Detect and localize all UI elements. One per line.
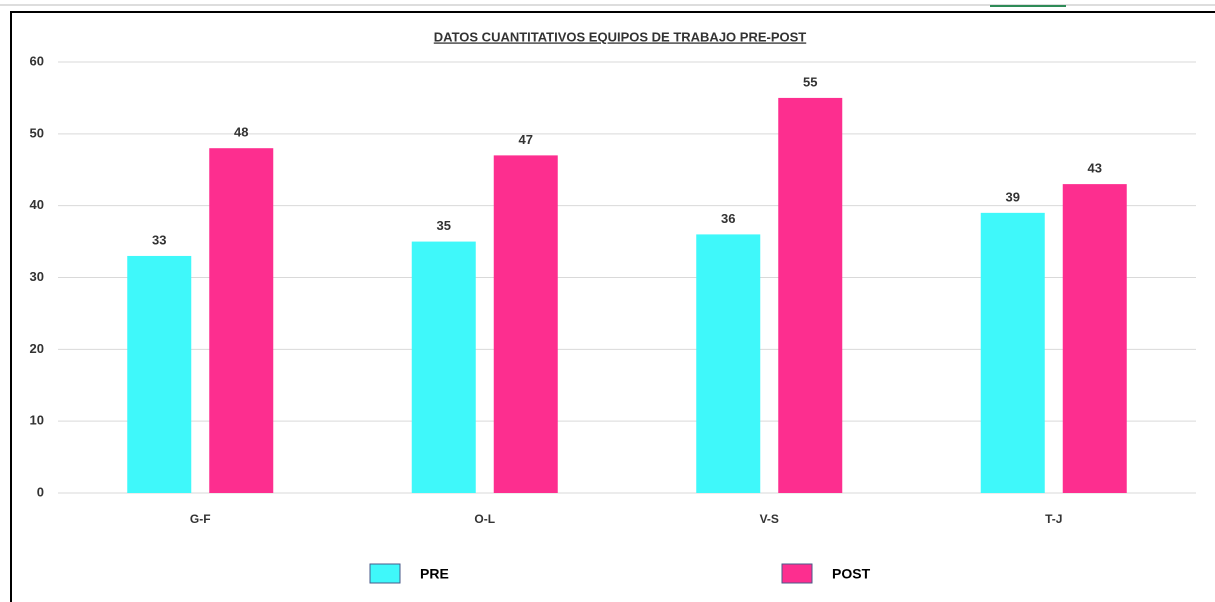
bar: [127, 255, 192, 493]
data-label: 55: [803, 74, 817, 89]
y-tick-label: 20: [30, 341, 44, 356]
y-tick-label: 40: [30, 197, 44, 212]
bar: [411, 241, 476, 493]
data-label: 35: [437, 218, 451, 233]
bar: [696, 234, 761, 493]
y-tick-label: 0: [37, 484, 44, 499]
legend-label: POST: [832, 566, 871, 582]
data-label: 43: [1088, 161, 1102, 176]
bar: [778, 97, 843, 494]
y-tick-label: 30: [30, 269, 44, 284]
data-label: 47: [519, 132, 533, 147]
data-label: 33: [152, 232, 166, 247]
y-tick-label: 60: [30, 53, 44, 68]
y-tick-label: 10: [30, 413, 44, 428]
bar: [1062, 184, 1127, 493]
bar: [980, 212, 1045, 493]
legend-swatch: [781, 563, 813, 584]
bar: [493, 155, 558, 493]
y-tick-label: 50: [30, 125, 44, 140]
frame: [10, 11, 1215, 602]
legend-label: PRE: [420, 566, 449, 582]
data-label: 36: [721, 211, 735, 226]
x-tick-label: V-S: [760, 512, 779, 526]
bar: [209, 148, 274, 493]
legend-swatch: [369, 563, 401, 584]
x-tick-label: G-F: [190, 512, 211, 526]
data-label: 48: [234, 125, 248, 140]
x-tick-label: T-J: [1045, 512, 1062, 526]
data-label: 39: [1006, 189, 1020, 204]
x-tick-label: O-L: [474, 512, 495, 526]
chart-title: DATOS CUANTITATIVOS EQUIPOS DE TRABAJO P…: [434, 29, 807, 44]
